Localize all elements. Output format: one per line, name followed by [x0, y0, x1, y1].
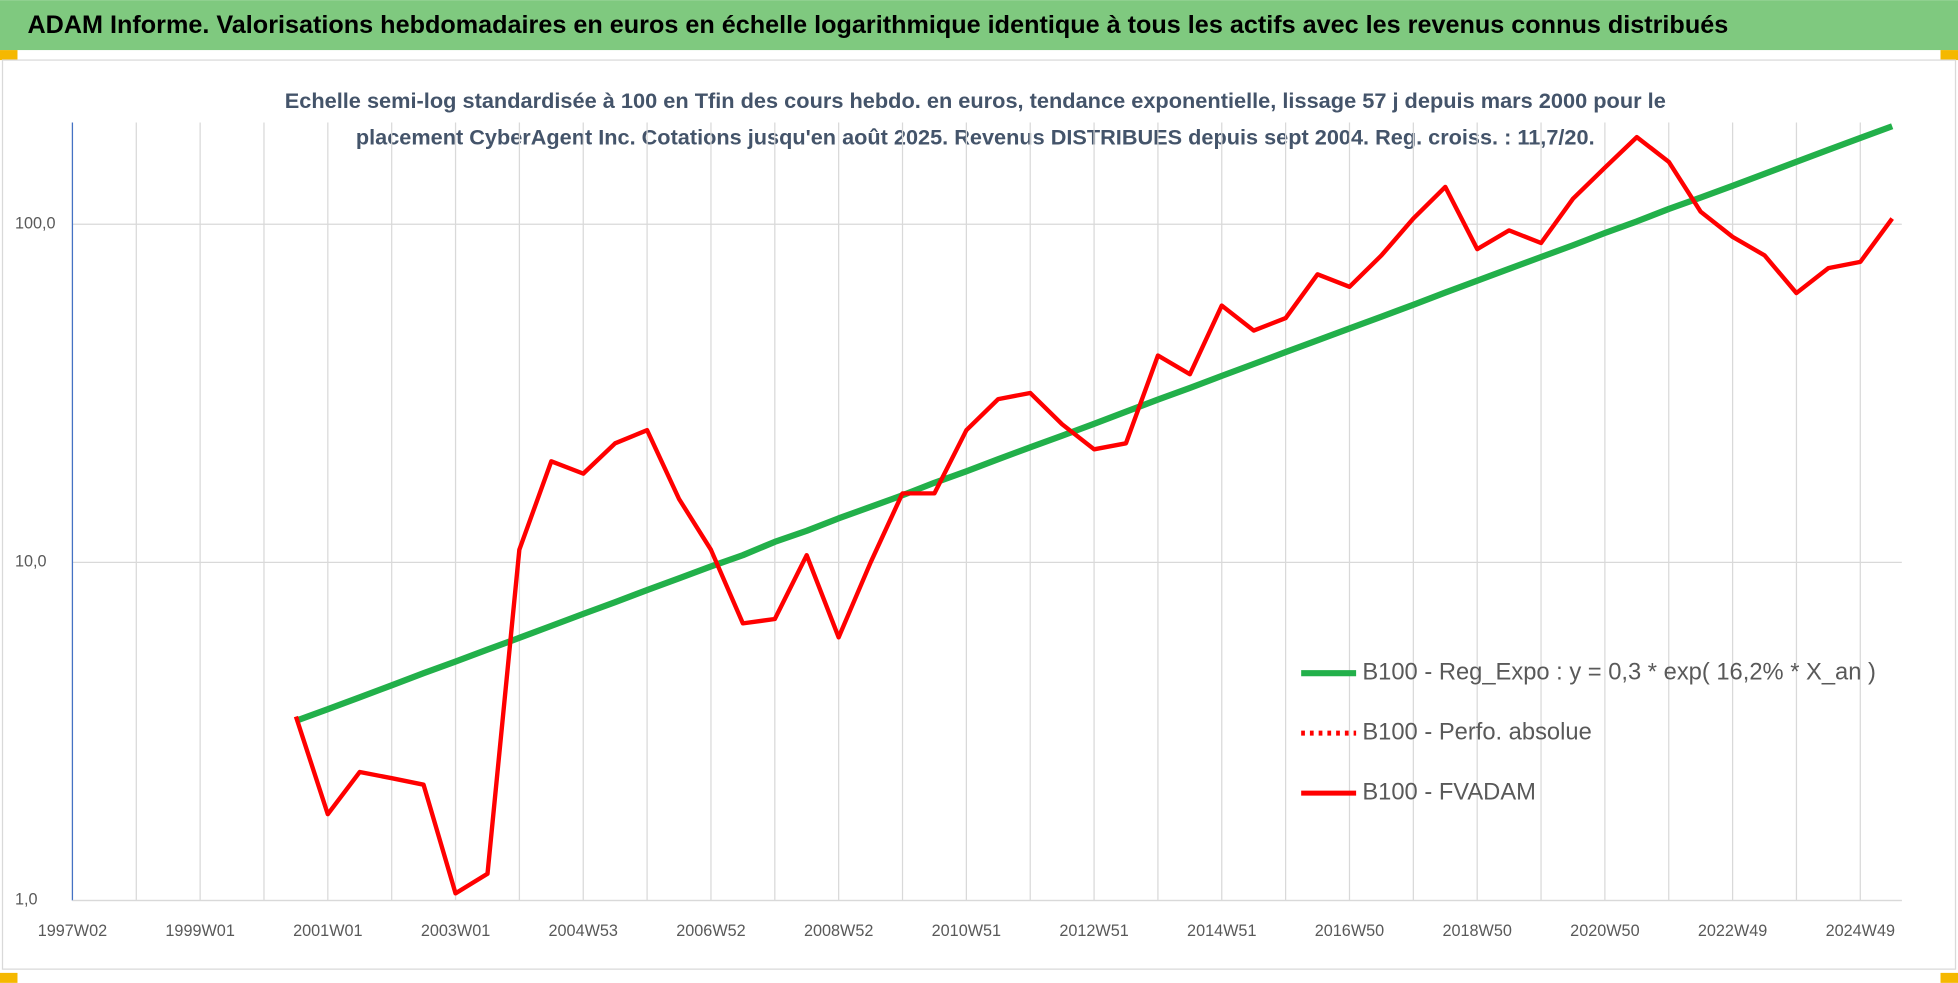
x-tick-label: 2003W01 — [421, 922, 490, 940]
chart-title: Echelle semi-log standardisée à 100 en T… — [285, 90, 1666, 113]
x-tick-label: 2022W49 — [1698, 922, 1767, 940]
header-band — [0, 0, 1958, 51]
series-line — [293, 134, 1894, 896]
x-tick-label: 1999W01 — [165, 922, 234, 940]
corner-mark — [1940, 972, 1958, 983]
x-tick-label: 2008W52 — [804, 922, 873, 940]
series-line — [294, 123, 1894, 724]
y-tick-label: 10,0 — [15, 553, 47, 571]
x-tick-label: 2010W51 — [932, 922, 1001, 940]
corner-mark — [1940, 50, 1958, 61]
x-tick-label: 2020W50 — [1570, 922, 1639, 940]
x-tick-label: 2006W52 — [676, 922, 745, 940]
x-tick-label: 2018W50 — [1442, 922, 1511, 940]
y-tick-label: 1,0 — [15, 891, 38, 909]
x-tick-label: 2004W53 — [549, 922, 618, 940]
x-tick-label: 1997W02 — [38, 922, 107, 940]
chart-title: placement CyberAgent Inc. Cotations jusq… — [356, 126, 1595, 149]
legend-label: B100 - Perfo. absolue — [1362, 719, 1591, 745]
corner-mark — [0, 972, 18, 983]
legend-label: B100 - FVADAM — [1362, 779, 1536, 805]
x-tick-label: 2012W51 — [1059, 922, 1128, 940]
x-tick-label: 2016W50 — [1315, 922, 1384, 940]
x-tick-label: 2024W49 — [1826, 922, 1895, 940]
legend-label: B100 - Reg_Expo : y = 0,3 * exp( 16,2% *… — [1362, 659, 1876, 685]
chart-frame — [1, 59, 1957, 970]
header-title: ADAM Informe. Valorisations hebdomadaire… — [27, 11, 1728, 39]
y-tick-label: 100,0 — [15, 215, 56, 233]
x-tick-label: 2001W01 — [293, 922, 362, 940]
x-tick-label: 2014W51 — [1187, 922, 1256, 940]
corner-mark — [0, 50, 18, 61]
